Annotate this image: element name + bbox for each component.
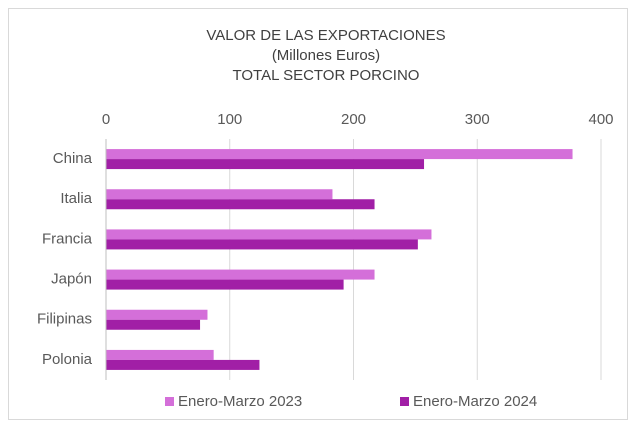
legend-swatch — [165, 397, 174, 406]
bar — [106, 349, 214, 360]
y-tick-label: Filipinas — [37, 311, 92, 328]
bar — [106, 319, 201, 330]
bar — [106, 189, 333, 200]
y-tick-label: Francia — [42, 230, 93, 247]
y-tick-label: China — [53, 150, 93, 167]
bar — [106, 199, 375, 210]
chart-title: TOTAL SECTOR PORCINO — [233, 67, 420, 84]
bar — [106, 159, 425, 170]
x-tick-label: 200 — [341, 111, 366, 128]
bar — [106, 229, 432, 240]
chart-title: VALOR DE LAS EXPORTACIONES — [206, 27, 445, 44]
legend-swatch — [400, 397, 409, 406]
bar — [106, 149, 573, 160]
x-tick-label: 400 — [588, 111, 613, 128]
x-tick-label: 100 — [217, 111, 242, 128]
bar — [106, 359, 260, 370]
x-tick-label: 300 — [465, 111, 490, 128]
chart-title: (Millones Euros) — [272, 47, 380, 64]
x-tick-label: 0 — [102, 111, 110, 128]
y-tick-label: Japón — [51, 271, 92, 288]
legend-label: Enero-Marzo 2023 — [178, 393, 302, 410]
legend-label: Enero-Marzo 2024 — [413, 393, 537, 410]
y-tick-label: Polonia — [42, 351, 93, 368]
bar — [106, 269, 375, 280]
bar — [106, 309, 208, 320]
y-tick-label: Italia — [60, 190, 92, 207]
bar — [106, 279, 344, 290]
bar — [106, 239, 418, 250]
